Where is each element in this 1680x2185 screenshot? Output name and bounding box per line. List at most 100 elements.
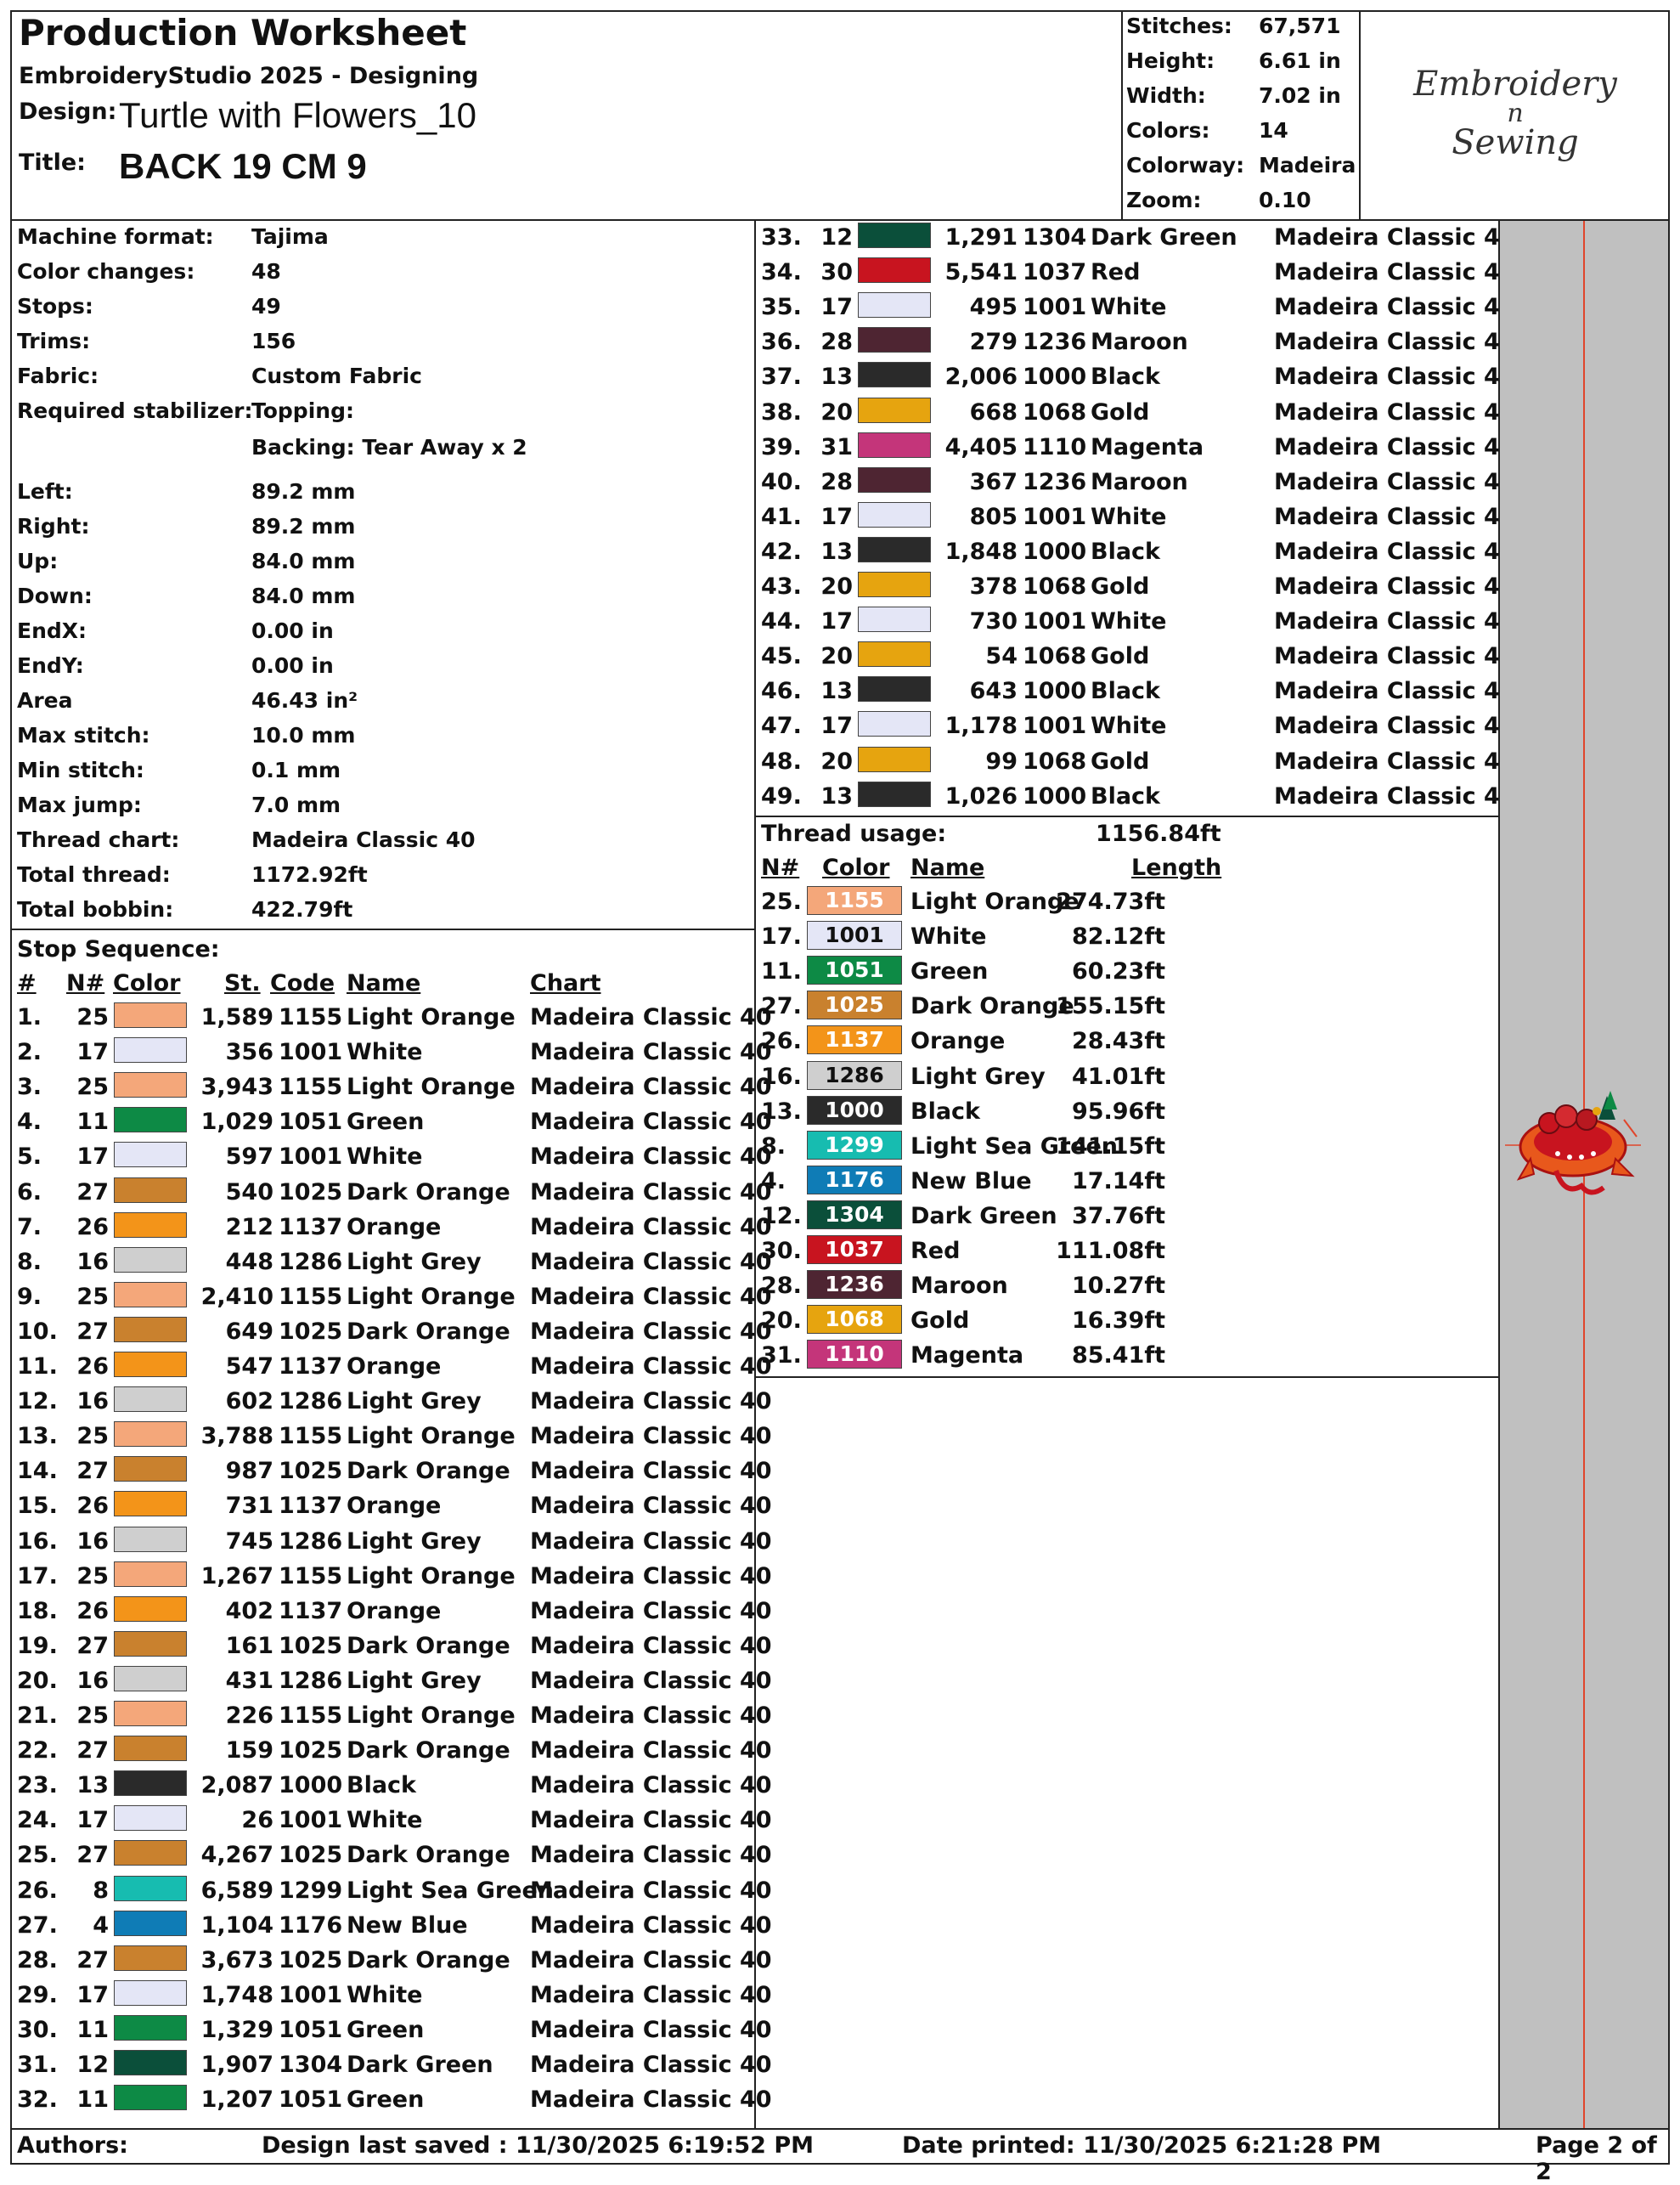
- stop-color-name: Light Grey: [347, 1248, 482, 1275]
- stop-chart: Madeira Classic 40: [530, 1423, 772, 1450]
- stop-chart: Madeira Classic 40: [530, 1213, 772, 1240]
- stop-needle: 25: [76, 1283, 109, 1310]
- stop-color-swatch: [858, 536, 931, 562]
- stop-needle: 11: [76, 1109, 109, 1136]
- usage-color-name: Magenta: [910, 1342, 1024, 1369]
- thread-usage-row: 17. 1001 White 82.12ft: [758, 918, 1497, 953]
- stop-stitches: 161: [225, 1632, 273, 1659]
- stop-code: 1068: [1023, 748, 1087, 775]
- summary-value: 7.02 in: [1259, 83, 1341, 108]
- detail-value: Custom Fabric: [251, 364, 423, 388]
- stop-color-swatch: [114, 1665, 187, 1691]
- stop-color-swatch: [858, 711, 931, 737]
- stop-color-name: Orange: [347, 1213, 442, 1240]
- detail-label: Color changes:: [17, 259, 195, 284]
- usage-color-swatch: 1304: [807, 1200, 902, 1229]
- detail-label: EndY:: [17, 653, 84, 678]
- stop-chart: Madeira Classic 40: [530, 1981, 772, 2008]
- stop-stitches: 730: [969, 608, 1018, 635]
- stop-number: 37.: [761, 364, 802, 391]
- stop-number: 20.: [17, 1667, 58, 1694]
- stop-row: 43. 20 378 1068 Gold Madeira Classic 40: [758, 568, 1516, 603]
- stop-needle: 27: [76, 1318, 109, 1345]
- stop-stitches: 1,848: [944, 538, 1018, 565]
- stop-needle: 25: [76, 1423, 109, 1450]
- stop-needle: 27: [76, 1842, 109, 1869]
- thread-usage-row: 13. 1000 Black 95.96ft: [758, 1093, 1497, 1128]
- stop-color-name: Light Orange: [347, 1562, 516, 1589]
- stop-code: 1025: [279, 1842, 343, 1869]
- stop-chart: Madeira Classic 40: [1274, 364, 1516, 391]
- stop-number: 25.: [17, 1842, 58, 1869]
- thread-usage-row: 8. 1299 Light Sea Green 141.15ft: [758, 1128, 1497, 1163]
- stop-code: 1000: [1023, 782, 1087, 810]
- stop-needle: 13: [820, 538, 853, 565]
- right-border: [1668, 10, 1670, 2165]
- stop-number: 46.: [761, 678, 802, 705]
- stop-row: 5. 17 597 1001 White Madeira Classic 40: [14, 1138, 772, 1173]
- stop-needle: 27: [76, 1632, 109, 1659]
- summary-label: Width:: [1126, 83, 1206, 108]
- stop-color-swatch: [858, 746, 931, 772]
- usage-needle: 31.: [761, 1342, 802, 1369]
- stop-row: 33. 12 1,291 1304 Dark Green Madeira Classic …: [758, 219, 1516, 254]
- header-bottom-border: [10, 219, 1670, 221]
- stop-chart: Madeira Classic 40: [530, 1842, 772, 1869]
- stop-code: 1025: [279, 1458, 343, 1485]
- stop-color-name: Orange: [347, 1353, 442, 1380]
- stop-color-name: Light Orange: [347, 1004, 516, 1030]
- stop-row: 8. 16 448 1286 Light Grey Madeira Classic 40: [14, 1244, 772, 1279]
- stop-needle: 17: [76, 1807, 109, 1834]
- stop-row: 27. 4 1,104 1176 New Blue Madeira Classic 40: [14, 1907, 772, 1942]
- stop-stitches: 54: [985, 643, 1018, 670]
- stop-color-swatch: [114, 1561, 187, 1587]
- stop-row: 2. 17 356 1001 White Madeira Classic 40: [14, 1034, 772, 1069]
- usage-needle: 12.: [761, 1202, 802, 1229]
- stop-color-name: Orange: [347, 1493, 442, 1520]
- detail-value: Tajima: [251, 224, 329, 249]
- stop-number: 42.: [761, 538, 802, 565]
- usage-needle: 13.: [761, 1098, 802, 1125]
- stop-stitches: 731: [225, 1493, 273, 1520]
- stop-chart: Madeira Classic 40: [530, 1527, 772, 1555]
- usage-needle: 28.: [761, 1273, 802, 1300]
- usage-length: 17.14ft: [1071, 1167, 1165, 1194]
- stop-chart: Madeira Classic 40: [1274, 294, 1516, 321]
- stop-number: 22.: [17, 1737, 58, 1764]
- stop-chart: Madeira Classic 40: [1274, 538, 1516, 565]
- column-divider: [754, 219, 756, 2129]
- detail-value: 89.2 mm: [251, 514, 356, 539]
- detail-label: Min stitch:: [17, 758, 144, 782]
- stop-needle: 20: [820, 398, 853, 426]
- stop-needle: 25: [76, 1074, 109, 1101]
- stop-color-name: Dark Orange: [347, 1318, 510, 1345]
- stop-row: 28. 27 3,673 1025 Dark Orange Madeira Classic…: [14, 1942, 772, 1977]
- usage-color-name: Dark Green: [910, 1202, 1057, 1229]
- stop-color-name: Light Grey: [347, 1388, 482, 1415]
- stop-needle: 27: [76, 1737, 109, 1764]
- stop-needle: 11: [76, 2086, 109, 2114]
- stop-needle: 25: [76, 1702, 109, 1729]
- thread-usage-row: 4. 1176 New Blue 17.14ft: [758, 1163, 1497, 1198]
- stop-chart: Madeira Classic 40: [530, 1877, 772, 1904]
- stop-color-swatch: [858, 676, 931, 703]
- stop-number: 6.: [17, 1178, 42, 1205]
- stop-chart: Madeira Classic 40: [530, 1039, 772, 1066]
- stop-row: 23. 13 2,087 1000 Black Madeira Classic 40: [14, 1767, 772, 1802]
- detail-label: Fabric:: [17, 364, 99, 388]
- stop-code: 1051: [279, 1109, 343, 1136]
- stop-row: 34. 30 5,541 1037 Red Madeira Classic 40: [758, 254, 1516, 289]
- usage-needle: 30.: [761, 1238, 802, 1264]
- usage-header-color: Color: [822, 855, 890, 881]
- stop-chart: Madeira Classic 40: [1274, 678, 1516, 705]
- stop-row: 30. 11 1,329 1051 Green Madeira Classic 40: [14, 2012, 772, 2047]
- stop-color-name: White: [1091, 503, 1167, 530]
- stop-chart: Madeira Classic 40: [530, 1004, 772, 1030]
- usage-color-name: Light Orange: [910, 889, 1080, 915]
- stop-color-name: Light Grey: [347, 1667, 482, 1694]
- stop-number: 18.: [17, 1597, 58, 1624]
- stop-row: 17. 25 1,267 1155 Light Orange Madeira Classi…: [14, 1558, 772, 1593]
- detail-value: 0.00 in: [251, 653, 334, 678]
- stop-stitches: 1,748: [200, 1981, 273, 2008]
- detail-label: Stops:: [17, 294, 93, 319]
